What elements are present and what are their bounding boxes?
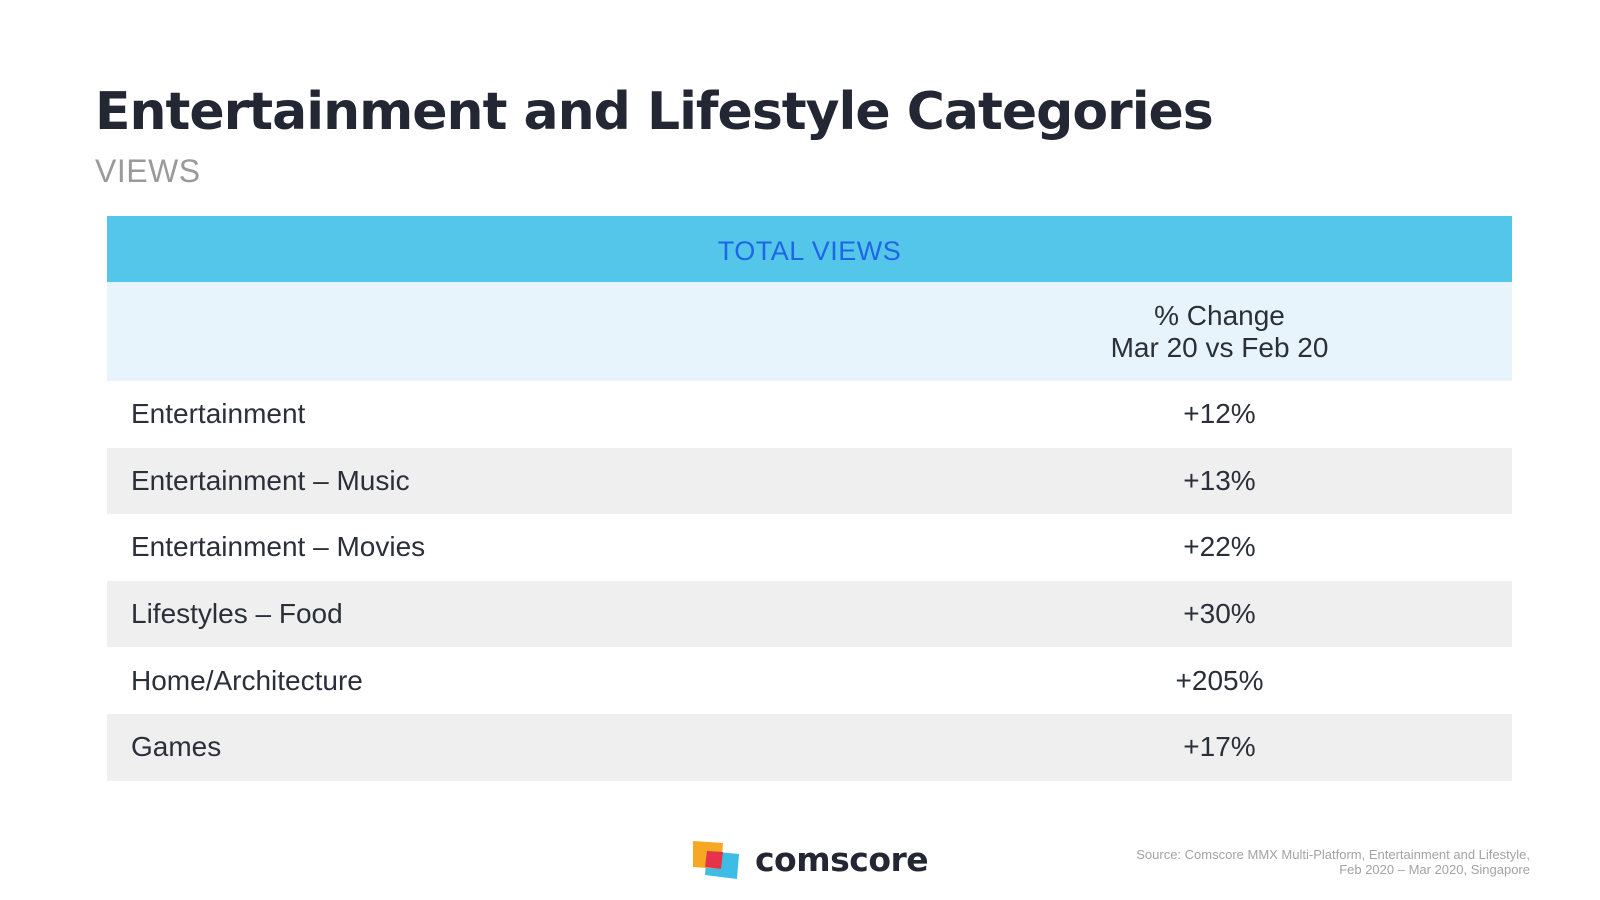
column-header-change: % Change Mar 20 vs Feb 20 [927,300,1512,364]
table-row: Entertainment +12% [107,381,1512,448]
column-header-row: % Change Mar 20 vs Feb 20 [107,282,1512,381]
source-note: Source: Comscore MMX Multi-Platform, Ent… [1010,847,1530,877]
row-value: +17% [1183,731,1256,763]
row-label: Home/Architecture [131,664,363,696]
comscore-logo: comscore [693,840,929,879]
table-row: Lifestyles – Food +30% [107,580,1512,648]
row-label: Games [131,731,222,763]
source-line-1: Source: Comscore MMX Multi-Platform, Ent… [1136,847,1530,862]
row-label: Entertainment [131,398,306,430]
row-label: Entertainment – Music [131,464,410,496]
row-label: Entertainment – Movies [131,531,426,563]
table-header: TOTAL VIEWS [107,216,1512,282]
comscore-logo-icon [693,840,739,879]
column-header-line2: Mar 20 vs Feb 20 [1110,331,1329,363]
page-title: Entertainment and Lifestyle Categories [95,82,1214,142]
table-header-label: TOTAL VIEWS [717,235,902,266]
table-row: Entertainment – Music +13% [107,447,1512,515]
row-value: +30% [1183,598,1256,630]
row-value: +22% [1183,531,1256,563]
page-subtitle: VIEWS [95,153,201,189]
source-line-2: Feb 2020 – Mar 2020, Singapore [1339,862,1530,877]
table-row: Games +17% [107,713,1512,781]
row-label: Lifestyles – Food [131,598,343,630]
row-value: +205% [1175,664,1264,696]
row-value: +12% [1183,398,1256,430]
table-row: Entertainment – Movies +22% [107,514,1512,581]
column-header-line1: % Change [1154,299,1285,331]
row-value: +13% [1183,464,1256,496]
table-body: Entertainment +12% Entertainment – Music +1… [107,381,1512,781]
data-table: TOTAL VIEWS % Change Mar 20 vs Feb 20 En… [107,216,1512,781]
comscore-wordmark: comscore [755,840,929,879]
table-row: Home/Architecture +205% [107,647,1512,714]
